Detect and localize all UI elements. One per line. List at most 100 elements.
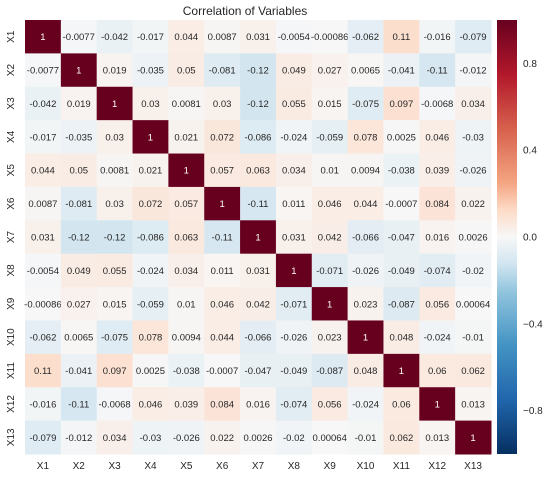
cell-value-label: -0.12 — [68, 233, 90, 244]
heatmap-cell — [25, 153, 62, 188]
cell-value-label: -0.12 — [247, 66, 269, 77]
cell-value-label: -0.00086 — [24, 299, 62, 310]
heatmap-cell — [204, 86, 241, 121]
heatmap-cell — [383, 420, 420, 455]
cell-value-label: 0.063 — [246, 166, 270, 177]
y-tick-label: X3 — [6, 97, 17, 110]
cell-value-label: 0.048 — [389, 333, 413, 344]
cell-value-label: -0.0077 — [27, 66, 59, 77]
cell-value-label: 0.03 — [213, 99, 232, 110]
cell-value-label: -0.081 — [209, 66, 236, 77]
heatmap-cell — [132, 153, 169, 188]
cell-value-label: -0.066 — [352, 233, 379, 244]
heatmap-cell — [204, 186, 241, 221]
cell-value-label: 0.015 — [318, 99, 342, 110]
heatmap-cell — [311, 253, 349, 288]
cell-value-label: -0.11 — [68, 399, 89, 410]
heatmap-cell — [347, 120, 384, 155]
heatmap-cell — [275, 420, 313, 455]
cell-value-label: 0.039 — [174, 399, 198, 410]
cell-value-label: 0.049 — [282, 66, 306, 77]
cell-value-label: 0.042 — [246, 299, 270, 310]
heatmap-cell — [455, 387, 492, 422]
cell-value-label: 0.063 — [174, 233, 198, 244]
heatmap-cell — [455, 120, 492, 155]
heatmap-cell — [419, 186, 456, 221]
cell-value-label: -0.086 — [137, 233, 164, 244]
cell-value-label: -0.026 — [280, 333, 307, 344]
cell-value-label: -0.016 — [29, 399, 56, 410]
cell-value-label: 0.0081 — [100, 166, 129, 177]
heatmap-cell — [168, 20, 205, 54]
cell-value-label: -0.035 — [65, 132, 92, 143]
cell-value-label: -0.075 — [101, 333, 128, 344]
cell-value-label: -0.038 — [173, 366, 200, 377]
heatmap-cell — [455, 153, 492, 188]
heatmap-cell — [168, 153, 205, 188]
heatmap-cell — [132, 287, 169, 321]
cell-value-label: -0.059 — [316, 132, 343, 143]
cell-value-label: 0.013 — [461, 399, 485, 410]
heatmap-cell — [132, 420, 169, 455]
cell-value-label: 0.055 — [282, 99, 306, 110]
heatmap-cell — [455, 86, 492, 121]
cell-value-label: -0.016 — [424, 32, 451, 43]
heatmap-cell — [347, 287, 384, 321]
cell-value-label: -0.012 — [65, 433, 92, 444]
heatmap-cell — [204, 220, 241, 255]
cell-value-label: -0.11 — [427, 66, 448, 77]
heatmap-cell — [419, 53, 456, 88]
heatmap-cell — [240, 420, 277, 455]
heatmap-cell — [25, 253, 62, 288]
cell-value-label: 0.034 — [282, 166, 306, 177]
heatmap-cell — [168, 86, 205, 121]
cell-value-label: -0.075 — [352, 99, 379, 110]
cell-value-label: -0.074 — [424, 266, 451, 277]
heatmap-cell — [383, 287, 420, 321]
heatmap-cell — [455, 420, 492, 455]
cell-value-label: 0.016 — [425, 233, 449, 244]
heatmap-cell — [60, 353, 98, 388]
cell-value-label: 0.0065 — [351, 66, 380, 77]
heatmap-cell — [347, 53, 384, 88]
cell-value-label: -0.062 — [352, 32, 379, 43]
cell-value-label: 0.031 — [31, 233, 55, 244]
cell-value-label: 0.0025 — [387, 132, 416, 143]
heatmap-cell — [311, 320, 349, 355]
heatmap-cell — [419, 287, 456, 321]
colorbar-tick-label: 0.8 — [523, 59, 537, 70]
cell-value-label: 0.05 — [70, 166, 89, 177]
heatmap-cell — [204, 120, 241, 155]
cell-value-label: 0.03 — [105, 132, 124, 143]
cell-value-label: -0.038 — [388, 166, 415, 177]
heatmap-cell — [204, 153, 241, 188]
heatmap-cell — [347, 20, 384, 54]
cell-value-label: -0.02 — [462, 266, 484, 277]
heatmap-cell — [60, 53, 98, 88]
heatmap-cell — [168, 387, 205, 422]
cell-value-label: -0.071 — [316, 266, 343, 277]
heatmap-cell — [383, 53, 420, 88]
cell-value-label: 0.023 — [318, 333, 342, 344]
cell-value-label: 0.0087 — [28, 199, 57, 210]
cell-value-label: 0.022 — [461, 199, 485, 210]
x-tick-label: X3 — [109, 461, 122, 472]
colorbar — [497, 20, 517, 454]
cell-value-label: -0.081 — [65, 199, 92, 210]
heatmap-cell — [455, 287, 492, 321]
cell-value-label: 0.027 — [67, 299, 91, 310]
heatmap-cell — [455, 186, 492, 221]
heatmap-cell — [347, 320, 384, 355]
x-tick-label: X10 — [357, 461, 375, 472]
cell-value-label: 0.027 — [318, 66, 342, 77]
heatmap-cell — [132, 220, 169, 255]
cell-value-label: -0.03 — [462, 132, 484, 143]
heatmap-cell — [168, 320, 205, 355]
y-tick-label: X13 — [6, 428, 17, 446]
cell-value-label: 0.062 — [461, 366, 485, 377]
cell-value-label: -0.062 — [29, 333, 56, 344]
heatmap-cell — [383, 220, 420, 255]
heatmap-cell — [204, 353, 241, 388]
cell-value-label: 0.0026 — [243, 433, 272, 444]
cell-value-label: 0.072 — [139, 199, 163, 210]
